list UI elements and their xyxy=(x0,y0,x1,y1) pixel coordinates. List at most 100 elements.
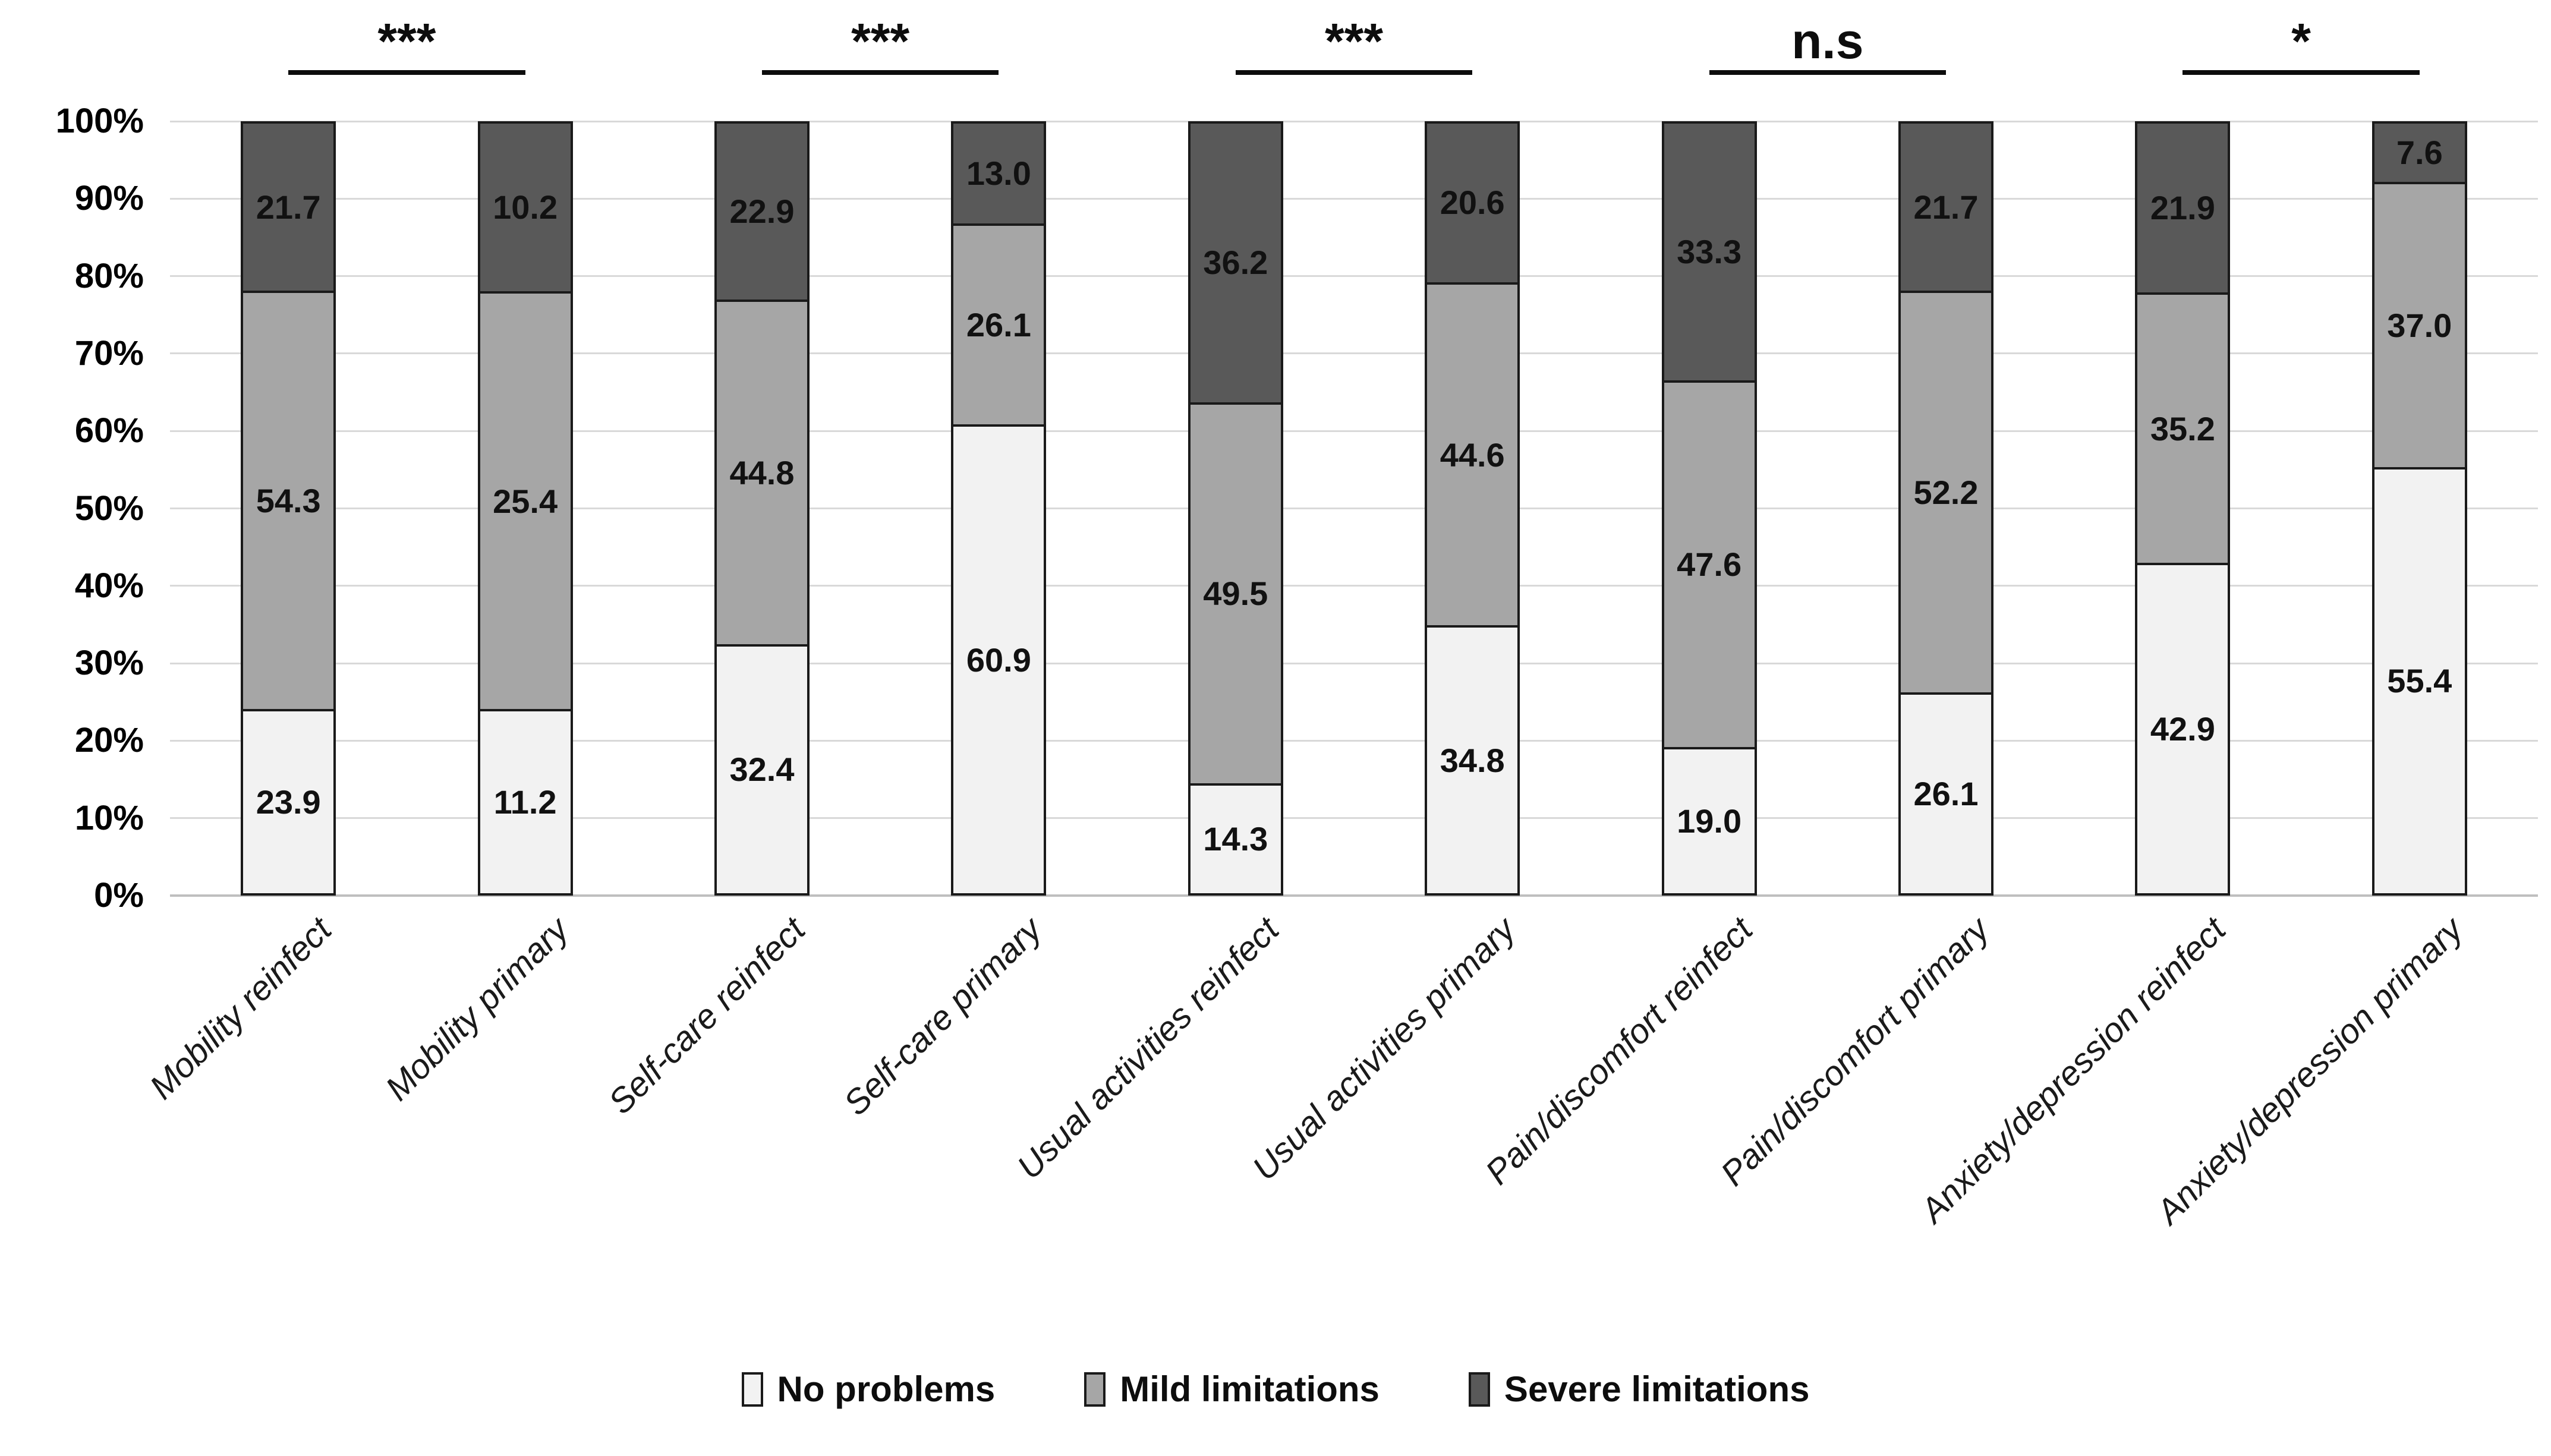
segment-value-label: 23.9 xyxy=(256,783,321,821)
segment-value-label: 21.9 xyxy=(2150,188,2215,226)
gridline xyxy=(170,352,2538,355)
significance-label: *** xyxy=(1324,13,1384,70)
significance-bracket-line xyxy=(1709,70,1946,75)
segment-value-label: 55.4 xyxy=(2387,662,2452,700)
segment-value-label: 19.0 xyxy=(1677,802,1742,840)
segment-mild-limitations: 44.6 xyxy=(1427,282,1518,626)
segment-severe-limitations: 20.6 xyxy=(1427,124,1518,282)
segment-value-label: 44.8 xyxy=(729,454,795,492)
stacked-bar: 21.7 52.2 26.1 xyxy=(1898,121,1993,896)
segment-severe-limitations: 7.6 xyxy=(2374,124,2465,182)
segment-mild-limitations: 49.5 xyxy=(1190,402,1281,783)
segment-mild-limitations: 54.3 xyxy=(243,291,334,710)
legend-swatch-icon xyxy=(741,1372,763,1407)
segment-severe-limitations: 21.7 xyxy=(1901,124,1991,291)
segment-no-problems: 14.3 xyxy=(1190,783,1281,893)
segment-value-label: 21.7 xyxy=(1913,188,1979,226)
segment-mild-limitations: 52.2 xyxy=(1901,291,1991,692)
significance-bracket-line xyxy=(762,70,999,75)
significance-label: n.s xyxy=(1791,13,1864,70)
segment-no-problems: 19.0 xyxy=(1664,746,1755,893)
y-axis-tick-label: 60% xyxy=(74,411,144,450)
y-axis-tick-label: 10% xyxy=(74,798,144,837)
segment-value-label: 33.3 xyxy=(1677,232,1742,270)
stacked-bar: 36.2 49.5 14.3 xyxy=(1188,121,1283,896)
y-axis-tick-label: 100% xyxy=(55,102,144,140)
significance-bracket-line xyxy=(1235,70,1473,75)
segment-severe-limitations: 36.2 xyxy=(1190,124,1281,402)
segment-value-label: 36.2 xyxy=(1203,244,1268,282)
gridline xyxy=(170,585,2538,587)
y-axis-tick-label: 0% xyxy=(94,876,144,915)
segment-no-problems: 34.8 xyxy=(1427,625,1518,893)
legend-label: Severe limitations xyxy=(1504,1369,1810,1409)
segment-value-label: 35.2 xyxy=(2150,409,2215,447)
gridline xyxy=(170,120,2538,122)
x-axis-baseline xyxy=(170,894,2538,897)
legend: No problems Mild limitations Severe limita… xyxy=(0,1372,2551,1407)
segment-severe-limitations: 22.9 xyxy=(717,124,807,300)
segment-value-label: 25.4 xyxy=(493,482,558,520)
segment-value-label: 7.6 xyxy=(2396,134,2443,172)
y-axis-tick-label: 40% xyxy=(74,566,144,605)
segment-value-label: 11.2 xyxy=(493,783,557,821)
gridline xyxy=(170,817,2538,820)
gridline xyxy=(170,662,2538,664)
legend-swatch-icon xyxy=(1468,1372,1490,1407)
significance-bracket-line xyxy=(288,70,525,75)
segment-mild-limitations: 35.2 xyxy=(2137,292,2228,563)
stacked-bar: 7.6 37.0 55.4 xyxy=(2372,121,2467,896)
stacked-bar: 33.3 47.6 19.0 xyxy=(1661,121,1757,896)
stacked-bar: 21.7 54.3 23.9 xyxy=(241,121,336,896)
stacked-bar: 10.2 25.4 11.2 xyxy=(477,121,573,896)
gridline xyxy=(170,739,2538,742)
y-axis-tick-label: 50% xyxy=(74,489,144,528)
segment-value-label: 47.6 xyxy=(1677,546,1742,584)
segment-value-label: 54.3 xyxy=(256,482,321,520)
gridline xyxy=(170,197,2538,200)
stacked-bar: 13.0 26.1 60.9 xyxy=(951,121,1047,896)
significance-label: *** xyxy=(377,13,436,70)
y-axis-tick-label: 80% xyxy=(74,256,144,295)
segment-value-label: 22.9 xyxy=(729,193,795,231)
significance-label: * xyxy=(2291,13,2311,70)
segment-no-problems: 11.2 xyxy=(480,709,571,893)
legend-item-no-problems: No problems xyxy=(741,1372,995,1407)
segment-severe-limitations: 13.0 xyxy=(953,124,1044,224)
stacked-bar: 22.9 44.8 32.4 xyxy=(714,121,810,896)
segment-value-label: 14.3 xyxy=(1203,820,1268,858)
y-axis-tick-label: 30% xyxy=(74,644,144,683)
stacked-bar: 20.6 44.6 34.8 xyxy=(1425,121,1520,896)
legend-item-severe-limitations: Severe limitations xyxy=(1468,1369,1810,1409)
segment-no-problems: 26.1 xyxy=(1901,692,1991,893)
segment-value-label: 26.1 xyxy=(1913,774,1979,812)
segment-value-label: 32.4 xyxy=(729,751,795,789)
segment-no-problems: 23.9 xyxy=(243,709,334,893)
segment-value-label: 20.6 xyxy=(1440,184,1505,222)
significance-label: *** xyxy=(851,13,910,70)
segment-value-label: 10.2 xyxy=(493,188,558,226)
gridline xyxy=(170,430,2538,432)
y-axis-tick-label: 90% xyxy=(74,179,144,218)
segment-no-problems: 32.4 xyxy=(717,644,807,893)
segment-mild-limitations: 47.6 xyxy=(1664,380,1755,747)
legend-item-mild-limitations: Mild limitations xyxy=(1084,1372,1380,1407)
segment-mild-limitations: 37.0 xyxy=(2374,182,2465,467)
segment-value-label: 21.7 xyxy=(256,188,321,226)
segment-value-label: 49.5 xyxy=(1203,575,1268,613)
segment-mild-limitations: 26.1 xyxy=(953,223,1044,425)
y-axis-tick-label: 20% xyxy=(74,721,144,760)
segment-no-problems: 60.9 xyxy=(953,424,1044,893)
segment-value-label: 13.0 xyxy=(966,155,1031,193)
segment-severe-limitations: 10.2 xyxy=(480,124,571,292)
segment-value-label: 52.2 xyxy=(1913,473,1979,511)
segment-no-problems: 55.4 xyxy=(2374,467,2465,893)
segment-value-label: 26.1 xyxy=(966,306,1031,344)
legend-label: Mild limitations xyxy=(1120,1369,1380,1409)
segment-mild-limitations: 25.4 xyxy=(480,291,571,710)
